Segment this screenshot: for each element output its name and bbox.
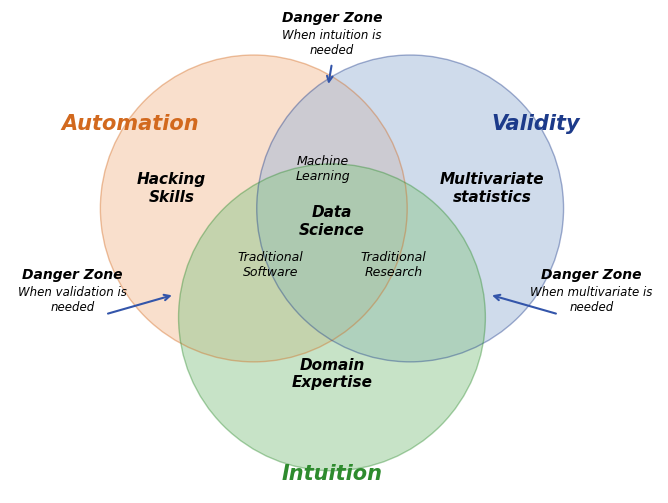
Text: Traditional
Research: Traditional Research bbox=[361, 251, 426, 279]
Circle shape bbox=[100, 55, 407, 362]
Text: Intuition: Intuition bbox=[281, 464, 383, 484]
Text: When intuition is
needed: When intuition is needed bbox=[282, 29, 381, 57]
Text: Multivariate
statistics: Multivariate statistics bbox=[440, 173, 544, 205]
Text: Hacking
Skills: Hacking Skills bbox=[137, 173, 206, 205]
Circle shape bbox=[178, 164, 486, 471]
Circle shape bbox=[257, 55, 564, 362]
Text: Danger Zone: Danger Zone bbox=[541, 268, 641, 282]
Text: Automation: Automation bbox=[61, 114, 199, 134]
Text: Machine
Learning: Machine Learning bbox=[296, 155, 351, 183]
Text: When multivariate is
needed: When multivariate is needed bbox=[530, 286, 653, 313]
Text: When validation is
needed: When validation is needed bbox=[18, 286, 127, 313]
Text: Validity: Validity bbox=[492, 114, 580, 134]
Text: Domain
Expertise: Domain Expertise bbox=[291, 358, 373, 390]
Text: Traditional
Software: Traditional Software bbox=[238, 251, 303, 279]
Text: Data
Science: Data Science bbox=[299, 205, 365, 237]
Text: Danger Zone: Danger Zone bbox=[282, 12, 382, 26]
Text: Danger Zone: Danger Zone bbox=[23, 268, 123, 282]
